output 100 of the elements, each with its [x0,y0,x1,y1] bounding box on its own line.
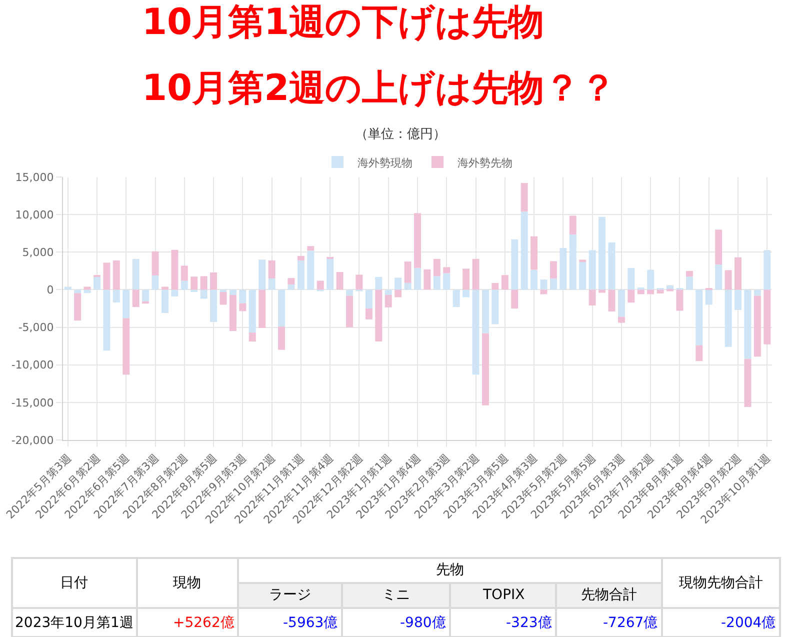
bar [152,275,159,290]
bar [248,332,256,342]
bar [452,290,460,307]
text: 先物合計 [581,587,637,603]
bar [628,290,635,302]
bar [637,290,644,294]
bar [414,268,421,290]
bar [336,272,344,290]
text: -2004億 [721,615,776,631]
bar [754,296,761,357]
bar [307,250,314,290]
bar [608,290,616,312]
bar [482,333,489,406]
bar [443,273,450,290]
y-tick-label: -5,000 [18,321,54,334]
bar [239,290,246,304]
bar [550,278,557,290]
bar [744,358,752,407]
text: 2023年10月第1週 [15,615,134,631]
bar [715,230,722,265]
bar [171,250,178,290]
bar [608,242,616,290]
bar [462,268,470,290]
bar [142,290,150,302]
y-tick-label: 0 [46,284,54,297]
bar [569,216,576,234]
bar [598,290,606,293]
chart-title: 10月第1週の下げは先物 [142,2,544,43]
text: TOPIX [482,587,526,603]
bar [297,256,304,260]
bar [210,290,218,322]
bar [394,290,402,298]
bar [220,292,227,305]
bar [705,290,712,305]
bar [715,264,722,290]
bar [190,276,198,290]
bar [307,246,314,251]
bar [628,268,635,290]
legend-label: 海外勢現物 [358,156,412,170]
bar [443,267,450,274]
bar [530,236,538,270]
bar [540,280,548,290]
bar [112,260,120,290]
bar [404,282,412,290]
bar [696,290,703,346]
bar [754,290,761,296]
bar [375,276,382,290]
bar [152,251,159,276]
bar [200,276,208,290]
bar [540,290,548,294]
bar [579,261,586,290]
bar [248,290,256,333]
bar [84,286,91,290]
bar [394,278,402,290]
bar [676,290,684,311]
bar [268,278,276,290]
bar [132,258,140,290]
bar [384,290,392,295]
bar [258,290,266,328]
bar [520,212,528,290]
bar [618,316,625,323]
bar [501,275,508,290]
bar [74,293,82,321]
bar [492,282,499,290]
bar [696,345,703,362]
text: ラージ [269,587,311,603]
bar [103,262,110,290]
text: -7267億 [603,615,658,631]
y-tick-label: -20,000 [11,434,54,447]
y-tick-label: 15,000 [15,170,54,184]
bar [560,248,567,290]
bar [103,290,110,351]
bar [734,257,742,290]
bar [724,290,732,347]
bar [239,303,246,312]
bar [569,234,576,290]
bar [764,250,771,290]
bar [384,294,392,308]
bar [84,290,91,294]
bar [530,270,538,290]
bar [74,290,82,294]
bar [180,266,188,281]
bar [122,318,130,375]
bar [112,290,120,302]
bar [433,258,440,276]
text: 現物 [173,575,201,591]
bar [686,270,693,277]
text: -980億 [400,615,446,631]
bar [511,290,518,308]
bar [375,290,382,342]
bar [278,290,286,327]
bar [210,272,218,290]
y-tick-label: -10,000 [11,358,54,372]
bar [724,270,732,290]
bar [744,290,752,359]
bar [229,290,236,295]
bar [132,290,140,307]
bar [288,284,295,290]
y-tick-label: 5,000 [22,246,54,259]
legend-label: 海外勢先物 [458,156,512,170]
